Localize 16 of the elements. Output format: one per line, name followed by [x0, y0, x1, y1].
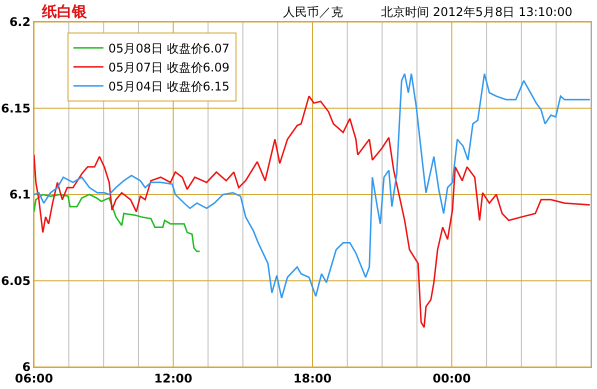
line-series: [34, 73, 591, 299]
x-tick-label: 00:00: [432, 371, 471, 386]
y-tick-label: 6.2: [9, 15, 31, 30]
y-axis-title: 人民币／克: [283, 5, 343, 19]
y-tick-label: 6.05: [0, 274, 31, 288]
y-tick-label: 6.1: [9, 188, 31, 202]
legend-label: 05月07日 收盘价6.09: [108, 60, 230, 75]
x-tick-label: 12:00: [154, 371, 192, 386]
legend-label: 05月08日 收盘价6.07: [108, 42, 230, 56]
text: 北京时间 2012年5月8日 13:10:00: [381, 5, 572, 19]
line-series: [34, 95, 591, 328]
y-tick-label: 6.15: [0, 101, 31, 116]
x-tick-label: 18:00: [293, 371, 332, 386]
legend-label: 05月04日 收盘价6.15: [108, 80, 230, 94]
line-series: [34, 194, 200, 252]
chart-title: 纸白银: [40, 2, 88, 20]
